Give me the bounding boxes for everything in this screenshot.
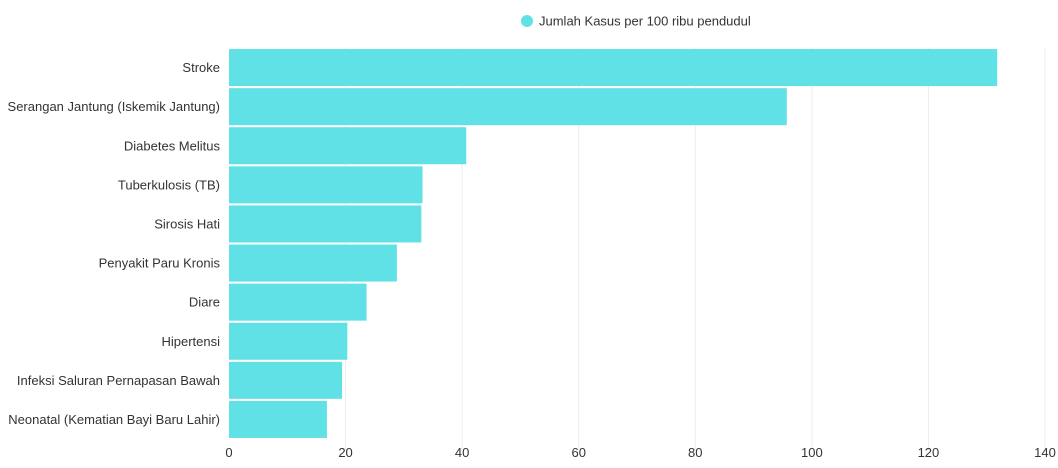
legend-label: Jumlah Kasus per 100 ribu pendudul [539, 14, 751, 29]
category-labels: Stroke Serangan Jantung (Iskemik Jantung)… [8, 60, 221, 427]
bar [229, 283, 367, 321]
category-label: Infeksi Saluran Pernapasan Bawah [17, 373, 220, 388]
bar [229, 88, 787, 126]
bar [229, 361, 343, 399]
category-label: Diare [189, 295, 220, 310]
category-label: Serangan Jantung (Iskemik Jantung) [8, 99, 220, 114]
category-label: Tuberkulosis (TB) [118, 177, 220, 192]
x-tick-label: 40 [455, 445, 469, 460]
category-label: Stroke [182, 60, 220, 75]
legend-swatch [521, 15, 533, 27]
x-tick-label: 20 [338, 445, 352, 460]
x-tick-label: 80 [688, 445, 702, 460]
x-tick-label: 60 [571, 445, 585, 460]
category-label: Sirosis Hati [154, 216, 220, 231]
bar [229, 322, 348, 360]
bar [229, 49, 998, 87]
x-axis-ticks: 0 20 40 60 80 100 120 140 [225, 445, 1055, 460]
x-tick-label: 120 [918, 445, 940, 460]
bar [229, 244, 397, 282]
bar [229, 205, 422, 243]
bar [229, 400, 327, 438]
bar [229, 127, 467, 165]
bars [229, 49, 998, 438]
x-tick-label: 0 [225, 445, 232, 460]
legend: Jumlah Kasus per 100 ribu pendudul [521, 14, 751, 29]
x-tick-label: 100 [801, 445, 823, 460]
category-label: Penyakit Paru Kronis [99, 256, 221, 271]
bar [229, 166, 423, 204]
category-label: Neonatal (Kematian Bayi Baru Lahir) [8, 412, 220, 427]
category-label: Hipertensi [161, 334, 220, 349]
x-tick-label: 140 [1034, 445, 1056, 460]
category-label: Diabetes Melitus [124, 138, 221, 153]
